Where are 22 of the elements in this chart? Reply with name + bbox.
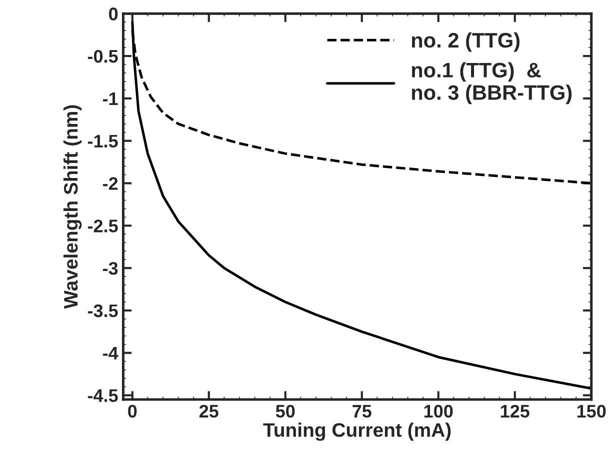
line-series (131, 20, 592, 390)
y-tick-label: -4.5 (88, 389, 118, 402)
y-tick-label: -2 (102, 177, 118, 190)
y-tick-label: -3 (102, 262, 118, 275)
y-tick-label: -1 (102, 92, 118, 105)
x-tick-label: 50 (276, 404, 295, 418)
x-tick-label: 75 (352, 405, 372, 418)
y-tick-label: -3.5 (88, 304, 118, 318)
legend-label: no. 2 (TTG) (412, 32, 520, 52)
y-tick-label: -4 (102, 346, 118, 360)
y-axis-title: Wavelength Shift (nm) (63, 105, 82, 309)
x-tick-label: 150 (577, 404, 606, 418)
x-tick-label: 125 (500, 404, 530, 418)
x-axis-title: Tuning Current (mA) (263, 422, 451, 441)
y-tick-label: -2.5 (88, 220, 118, 232)
x-tick-label: 25 (199, 404, 218, 418)
x-tick-label: 100 (424, 404, 453, 418)
y-tick-label: -1.5 (88, 134, 118, 148)
y-tick-label: -0.5 (88, 50, 118, 63)
x-tick-label: 0 (128, 404, 137, 418)
legend-label: no.1 (TTG) & no. 3 (BBR-TTG) (412, 62, 572, 104)
y-tick-label: 0 (109, 8, 118, 20)
